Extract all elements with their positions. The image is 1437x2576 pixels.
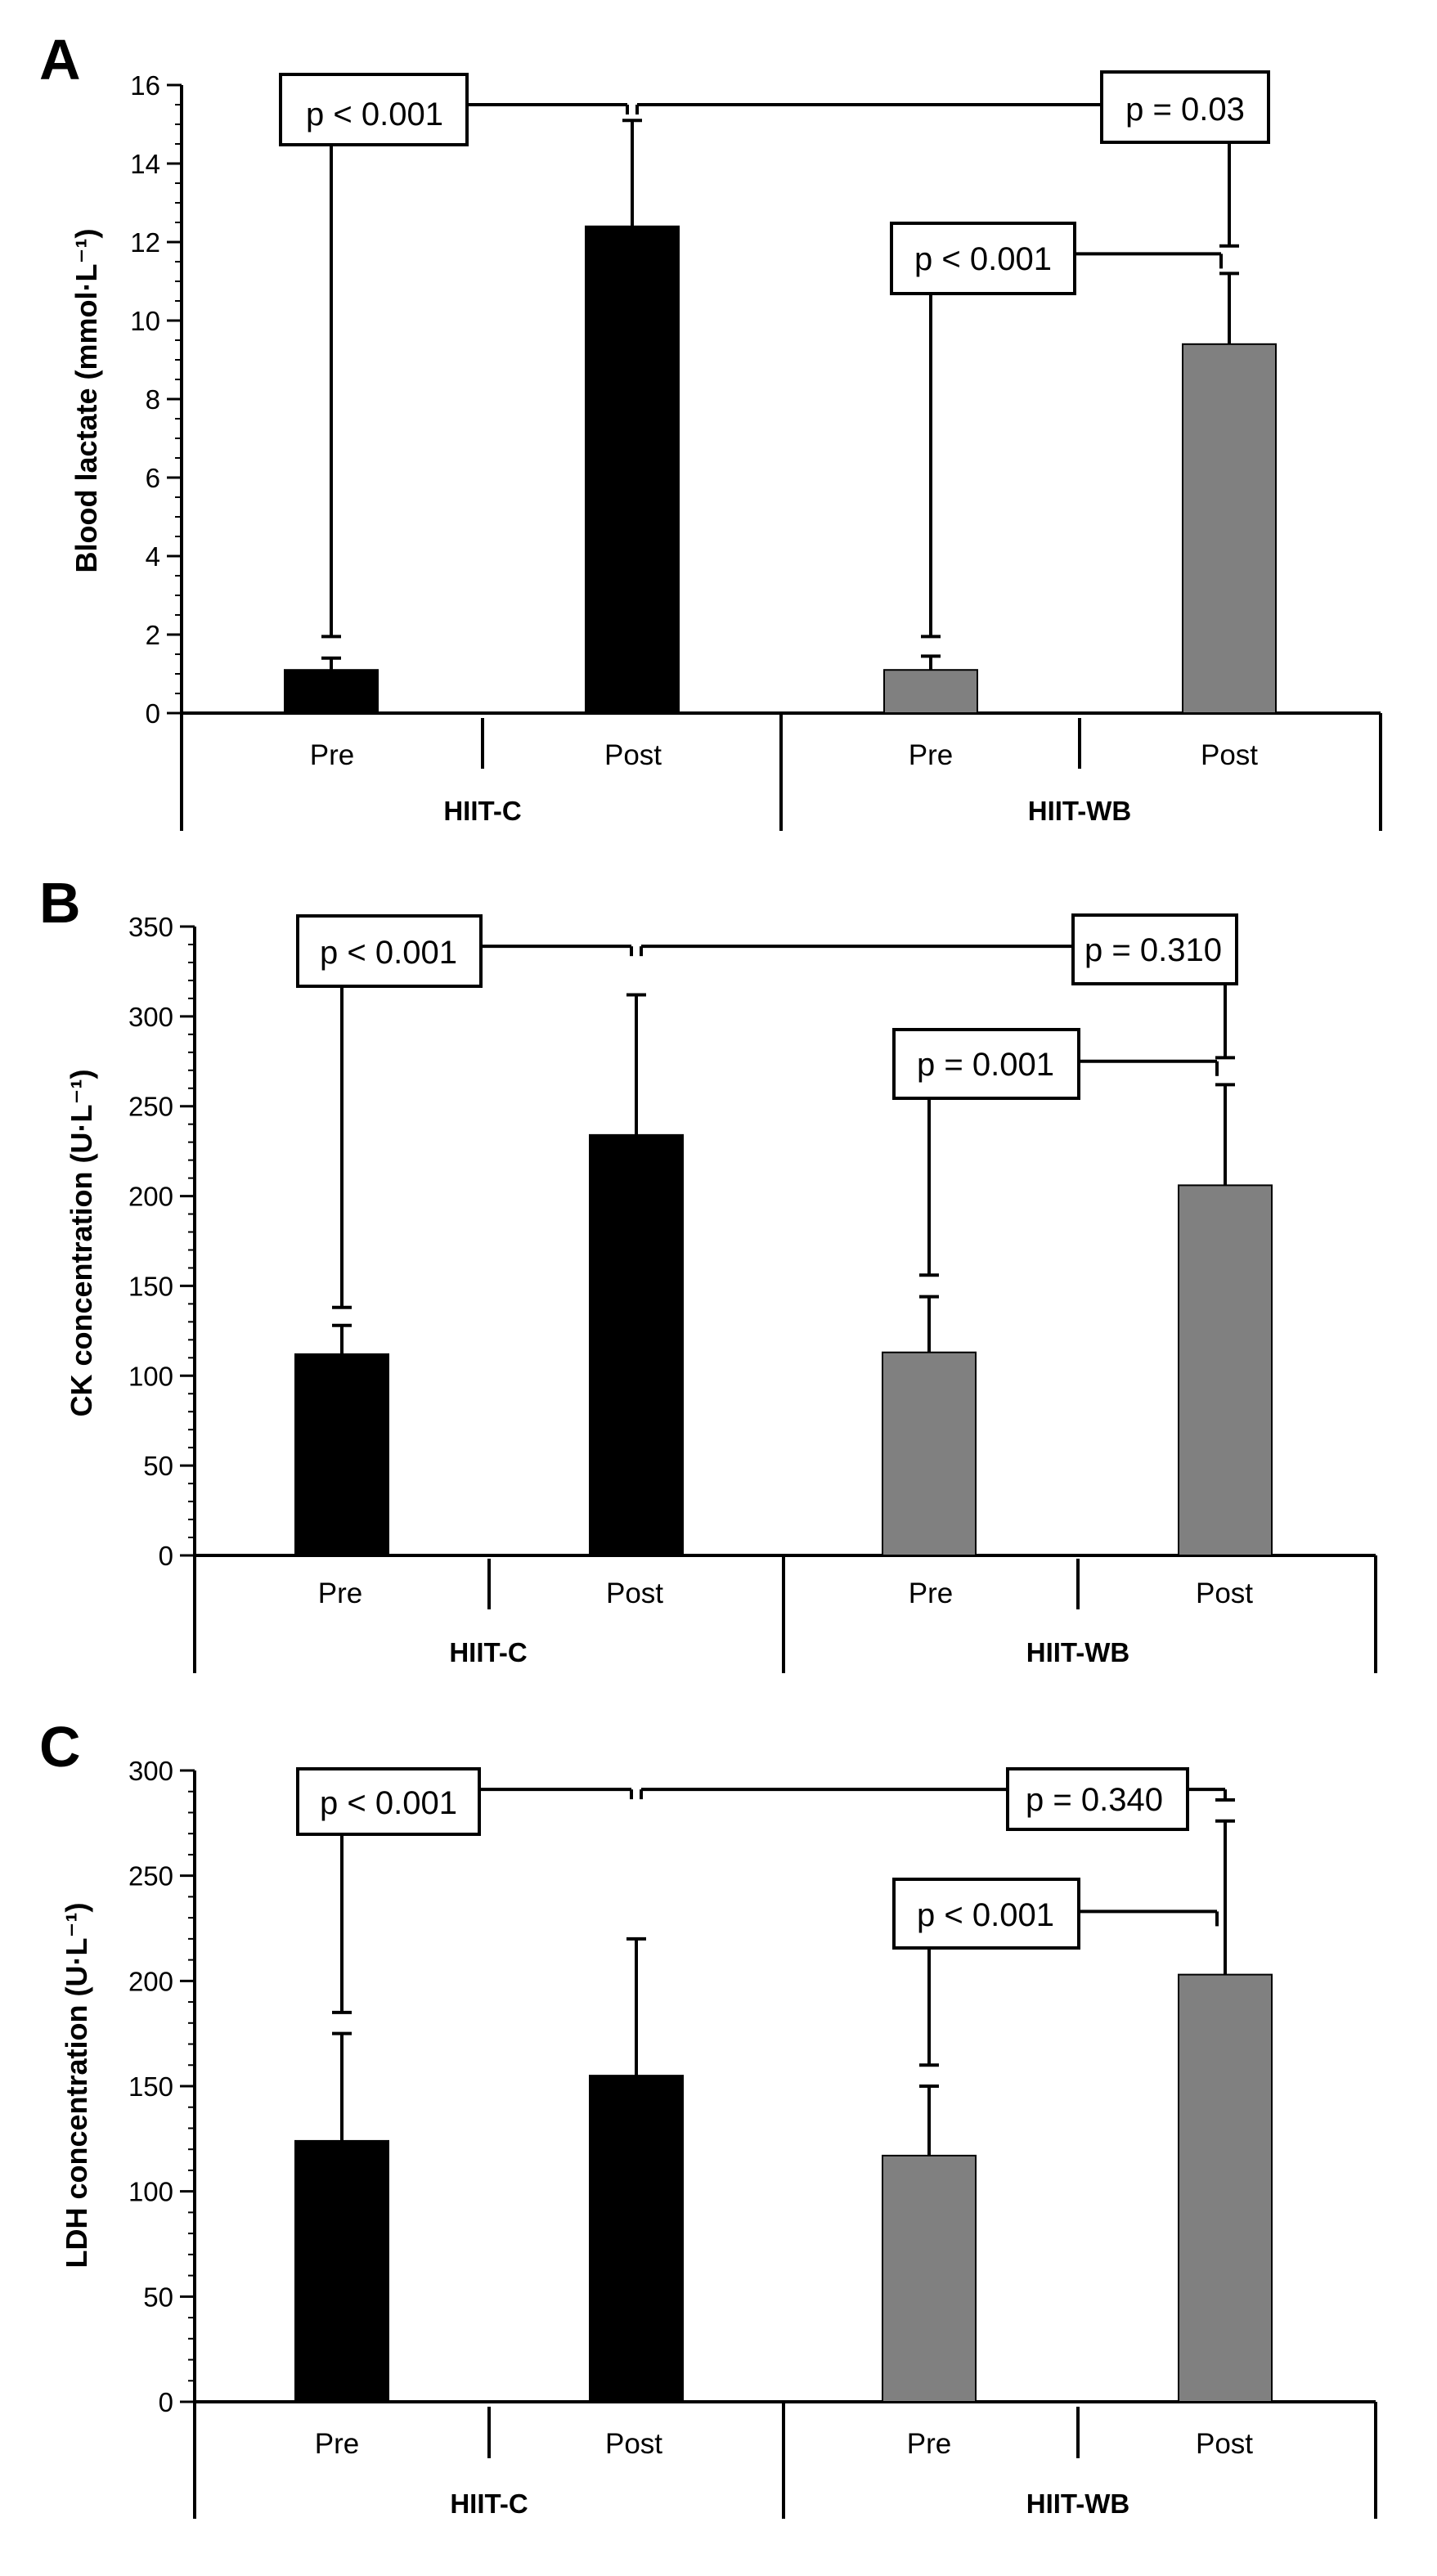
bar [589, 2075, 684, 2403]
y-tick-label: 250 [128, 1092, 173, 1122]
y-tick-label: 300 [128, 1756, 173, 1786]
p-value-label: p = 0.03 [1125, 92, 1245, 128]
bar [1178, 1184, 1273, 1556]
y-tick-label: 6 [146, 463, 160, 493]
p-value-label: p < 0.001 [306, 96, 443, 132]
p-value-box [279, 73, 469, 146]
p-value-box [892, 1878, 1080, 1950]
p-value-box [892, 1028, 1080, 1100]
y-tick-label: 100 [128, 2177, 173, 2207]
category-label: Pre [909, 1577, 953, 1609]
y-tick-label: 4 [146, 541, 160, 572]
y-tick-label: 150 [128, 1271, 173, 1301]
y-tick-label: 16 [130, 70, 160, 101]
y-axis-label: Blood lactate (mmol·L⁻¹) [70, 229, 103, 573]
y-tick-label: 250 [128, 1861, 173, 1892]
y-tick-label: 0 [146, 698, 160, 729]
bar [882, 2154, 977, 2403]
y-tick-label: 150 [128, 2071, 173, 2102]
panel-letter: A [39, 28, 81, 92]
category-label: Post [1201, 739, 1258, 771]
panel-letter: C [39, 1715, 81, 1779]
y-tick-label: 0 [159, 2387, 173, 2417]
y-tick-label: 200 [128, 1182, 173, 1212]
y-axis-label: CK concentration (U·L⁻¹) [65, 1070, 98, 1417]
category-label: Post [604, 739, 662, 771]
p-value-box [1100, 70, 1270, 144]
p-value-label: p < 0.001 [320, 935, 457, 971]
y-tick-label: 0 [159, 1541, 173, 1571]
y-tick-label: 100 [128, 1361, 173, 1391]
category-label: Pre [310, 739, 354, 771]
p-value-label: p < 0.001 [320, 1785, 457, 1821]
p-value-label: p < 0.001 [917, 1897, 1054, 1933]
group-label: HIIT-WB [1026, 2488, 1129, 2519]
y-tick-label: 8 [146, 384, 160, 415]
p-value-box [1071, 913, 1238, 985]
p-value-label: p < 0.001 [914, 241, 1052, 277]
p-value-label: p = 0.340 [1026, 1782, 1163, 1818]
bar [589, 1133, 684, 1556]
p-value-box [296, 1767, 481, 1836]
group-label: HIIT-WB [1026, 1637, 1129, 1667]
bar [284, 669, 379, 715]
bar [1178, 1973, 1273, 2403]
y-tick-label: 14 [130, 149, 160, 179]
category-label: Pre [318, 1577, 362, 1609]
bar [294, 2139, 389, 2403]
panel-a: A Blood lactate (mmol·L⁻¹) 0 2 4 6 8 10 12 14 16… [39, 28, 1382, 831]
category-label: Post [1196, 2428, 1253, 2460]
y-tick-label: 10 [130, 306, 160, 336]
p-value-box [296, 914, 483, 988]
group-label: HIIT-C [450, 2488, 528, 2519]
y-tick-label: 300 [128, 1002, 173, 1032]
y-tick-label: 2 [146, 620, 160, 650]
category-label: Post [605, 2428, 662, 2460]
group-label: HIIT-C [443, 796, 521, 826]
panel-letter: B [39, 871, 81, 935]
category-label: Pre [315, 2428, 359, 2460]
group-label: HIIT-WB [1028, 796, 1131, 826]
y-tick-label: 350 [128, 912, 173, 942]
bar [585, 225, 680, 714]
p-value-label: p = 0.310 [1084, 932, 1222, 968]
bar [882, 1351, 977, 1557]
p-value-box [1006, 1767, 1189, 1831]
category-label: Post [1196, 1577, 1253, 1609]
y-tick-label: 50 [143, 1451, 173, 1481]
y-tick-label: 12 [130, 227, 160, 258]
y-axis-label: LDH concentration (U·L⁻¹) [60, 1903, 93, 2269]
category-label: Post [606, 1577, 663, 1609]
p-value-box [890, 222, 1076, 295]
group-label: HIIT-C [449, 1637, 527, 1667]
p-value-label: p = 0.001 [917, 1047, 1054, 1083]
y-tick-label: 200 [128, 1966, 173, 1996]
bar [1182, 343, 1277, 714]
panel-c: C LDH concentration (U·L⁻¹) 0 50 100 150 200… [39, 1715, 1377, 2519]
bar [294, 1353, 389, 1557]
y-tick-label: 50 [143, 2282, 173, 2312]
bar [883, 669, 978, 715]
category-label: Pre [907, 2428, 951, 2460]
category-label: Pre [909, 739, 953, 771]
panel-b: B CK concentration (U·L⁻¹) 0 50 100 150 200 2… [39, 871, 1377, 1673]
